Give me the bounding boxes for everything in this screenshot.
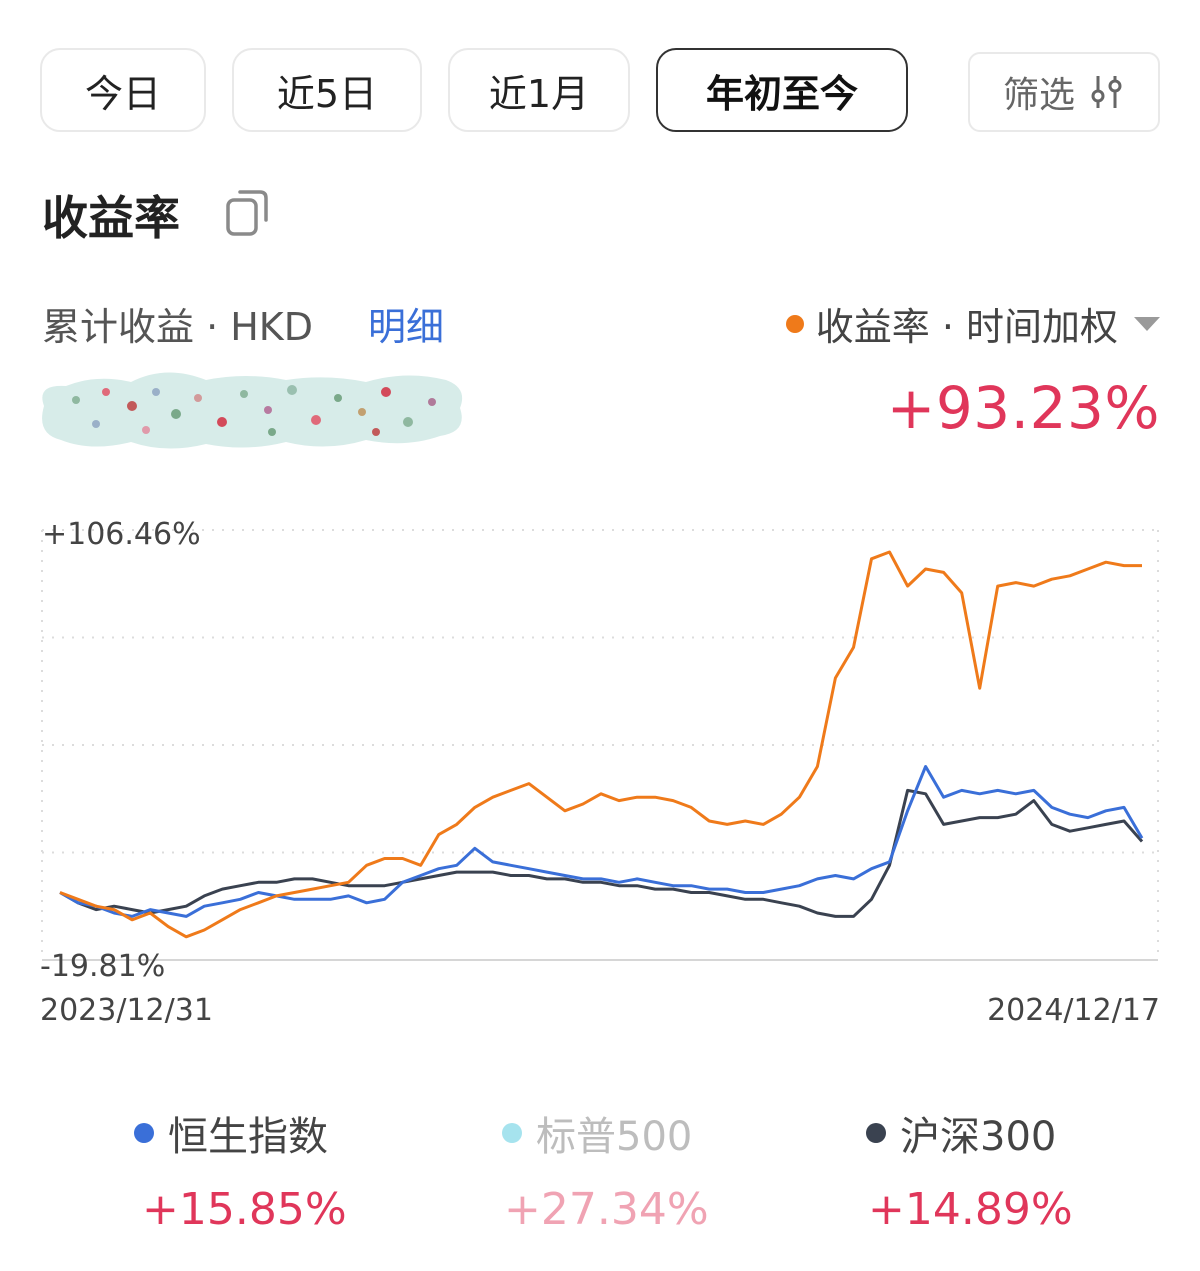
legend-sp500[interactable]: 标普500	[502, 1104, 692, 1162]
legend-sp500-value: +27.34%	[504, 1184, 709, 1235]
chart-lines	[59, 550, 1144, 939]
x-start-label: 2023/12/31	[40, 993, 213, 1028]
cumulative-label: 累计收益 · HKD	[42, 305, 313, 349]
masked-amount	[42, 372, 463, 449]
rate-value: +93.23%	[886, 374, 1160, 442]
period-tabs: 今日 近5日 近1月 年初至今 筛选	[40, 48, 1160, 134]
legend-hsi[interactable]: 恒生指数	[134, 1104, 328, 1162]
legend-hsi-value: +15.85%	[142, 1184, 347, 1235]
legend-csi300[interactable]: 沪深300	[866, 1104, 1056, 1162]
y-min-label: -19.81%	[40, 949, 165, 984]
x-end-label: 2024/12/17	[987, 993, 1160, 1028]
returns-chart[interactable]: +106.46% -19.81% 2023/12/31 2024/12/17	[0, 500, 1200, 1040]
portfolio-dot	[785, 314, 804, 333]
portfolio-line	[59, 550, 1142, 939]
csi300-line	[59, 788, 1144, 918]
page-title: 收益率	[42, 191, 180, 245]
hsi-line	[59, 765, 1144, 918]
sliders-icon	[1091, 76, 1122, 108]
legend-hsi-label: 恒生指数	[168, 1114, 328, 1160]
copy-icon[interactable]	[222, 186, 272, 238]
tab-1m[interactable]: 近1月	[448, 48, 630, 132]
caret-down-icon	[1134, 316, 1160, 331]
legend-csi300-value: +14.89%	[868, 1184, 1073, 1235]
csi300-dot	[866, 1123, 886, 1143]
tab-5d[interactable]: 近5日	[232, 48, 422, 132]
y-max-label: +106.46%	[42, 517, 201, 552]
chart-grid	[41, 529, 1159, 961]
hsi-dot	[134, 1123, 154, 1143]
sp500-dot	[502, 1123, 522, 1143]
rate-type-label: 收益率 · 时间加权	[815, 305, 1118, 349]
legend-sp500-label: 标普500	[536, 1114, 693, 1160]
tab-ytd[interactable]: 年初至今	[656, 48, 908, 132]
tab-today[interactable]: 今日	[40, 48, 206, 132]
filter-label: 筛选	[1002, 75, 1075, 116]
rate-type-dropdown[interactable]: 收益率 · 时间加权	[785, 296, 1160, 351]
legend-csi300-label: 沪深300	[900, 1114, 1057, 1160]
filter-button[interactable]: 筛选	[968, 52, 1160, 132]
detail-link[interactable]: 明细	[368, 305, 445, 349]
